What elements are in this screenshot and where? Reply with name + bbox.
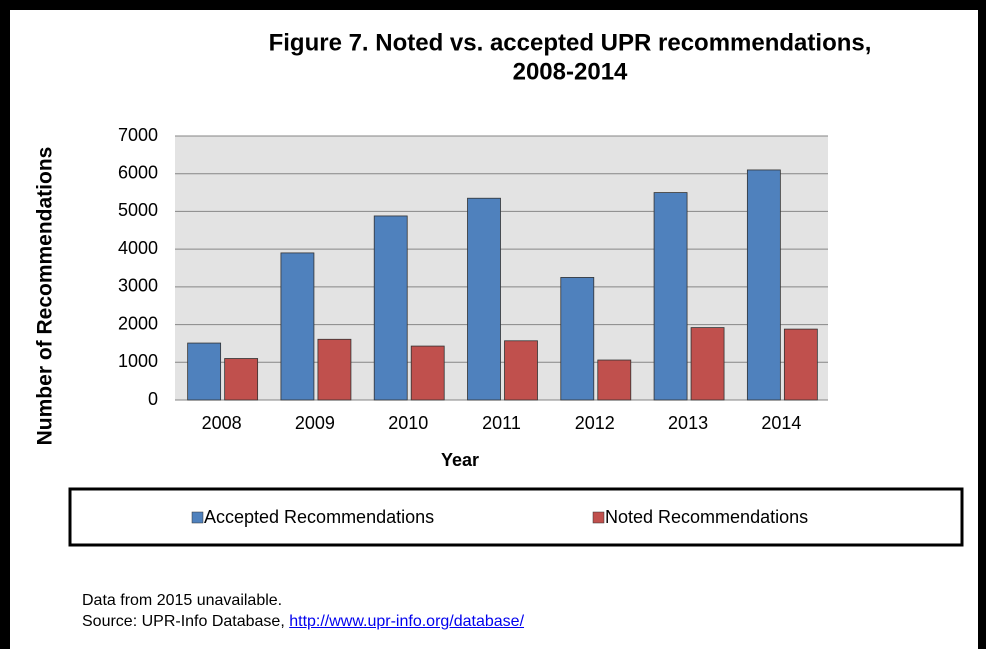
y-tick-label: 7000 bbox=[118, 125, 158, 145]
note: Data from 2015 unavailable. bbox=[82, 592, 283, 609]
legend-swatch bbox=[191, 511, 204, 524]
legend-swatch bbox=[592, 511, 605, 524]
bar bbox=[467, 197, 501, 401]
x-tick-label: 2013 bbox=[668, 413, 708, 433]
x-tick-label: 2009 bbox=[295, 413, 335, 433]
bar bbox=[504, 340, 538, 401]
frame-right bbox=[978, 0, 986, 649]
chart-title: 2008-2014 bbox=[513, 58, 628, 85]
y-tick-label: 3000 bbox=[118, 276, 158, 296]
x-tick-label: 2008 bbox=[202, 413, 242, 433]
frame-top bbox=[0, 0, 986, 10]
y-tick-label: 0 bbox=[148, 389, 158, 409]
x-tick-label: 2014 bbox=[761, 413, 801, 433]
source-link[interactable]: http://www.upr-info.org/database/ bbox=[289, 613, 525, 630]
y-tick-label: 1000 bbox=[118, 351, 158, 371]
bar bbox=[280, 252, 315, 401]
source-text: Source: UPR-Info Database, bbox=[82, 613, 285, 630]
bar bbox=[783, 328, 818, 401]
x-axis-label: Year bbox=[441, 450, 479, 470]
y-tick-label: 2000 bbox=[118, 313, 158, 333]
bar bbox=[690, 327, 725, 401]
y-tick-label: 4000 bbox=[118, 238, 158, 258]
legend-box bbox=[68, 487, 964, 547]
y-tick-label: 6000 bbox=[118, 162, 158, 182]
y-tick-label: 5000 bbox=[118, 200, 158, 220]
bar bbox=[187, 342, 222, 401]
legend-label: Accepted Recommendations bbox=[204, 507, 434, 527]
bar bbox=[410, 345, 445, 401]
x-tick-label: 2011 bbox=[482, 413, 521, 433]
frame-left bbox=[0, 0, 10, 649]
bar bbox=[224, 358, 259, 401]
chart-title: Figure 7. Noted vs. accepted UPR recomme… bbox=[269, 29, 872, 56]
bar bbox=[317, 338, 352, 401]
bar bbox=[597, 359, 632, 401]
x-tick-label: 2012 bbox=[575, 413, 615, 433]
bar bbox=[373, 215, 408, 401]
legend-label: Noted Recommendations bbox=[605, 507, 808, 527]
bar bbox=[560, 277, 595, 401]
plot-area bbox=[175, 136, 828, 400]
source: Source: UPR-Info Database, http://www.up… bbox=[82, 613, 524, 631]
x-tick-label: 2010 bbox=[388, 413, 428, 433]
bar bbox=[746, 169, 781, 401]
bar bbox=[653, 192, 688, 401]
y-axis-label: Number of Recommendations bbox=[34, 147, 57, 446]
